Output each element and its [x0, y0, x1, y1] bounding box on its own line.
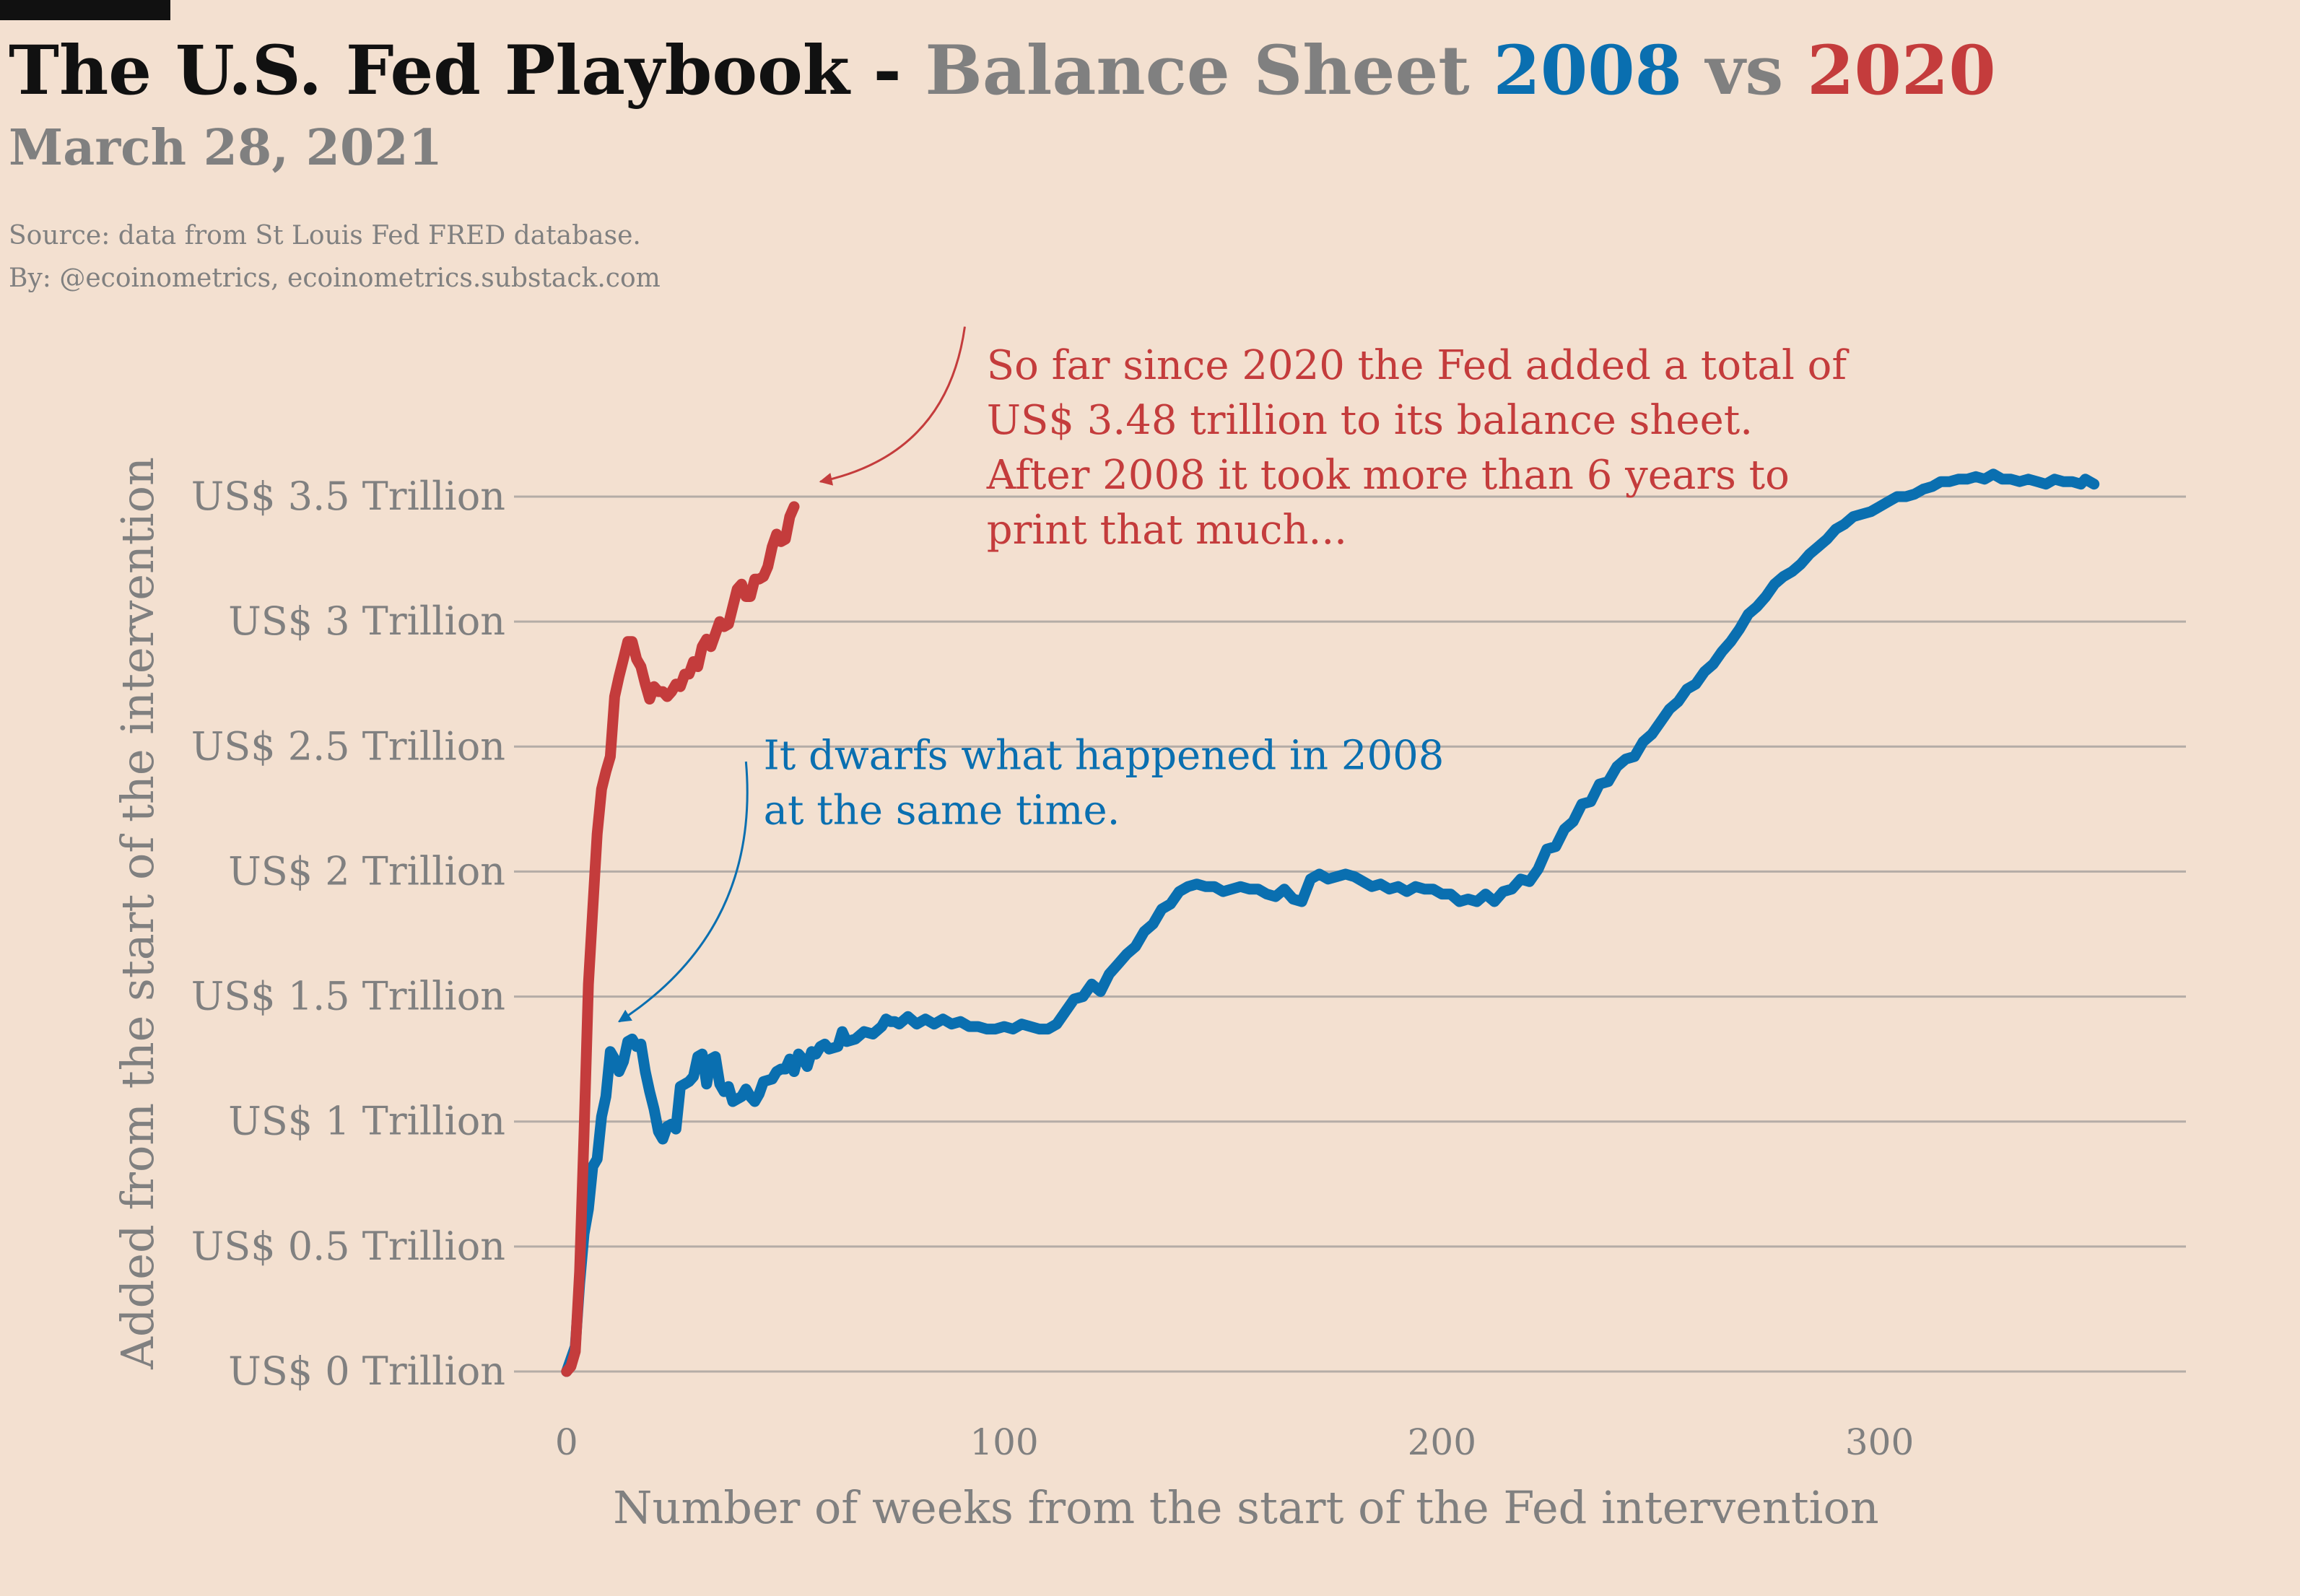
- x-tick-label: 0: [555, 1421, 578, 1463]
- y-tick-label: US$ 1.5 Trillion: [191, 974, 505, 1019]
- x-tick-label: 200: [1408, 1421, 1476, 1463]
- annotation-2008-text: It dwarfs what happened in 2008 at the sa…: [764, 732, 1445, 834]
- title-part-2020: 2020: [1807, 31, 1996, 110]
- title-part-vs: vs: [1682, 31, 1808, 110]
- y-tick-label: US$ 3.5 Trillion: [191, 474, 505, 519]
- annotation-line: at the same time.: [764, 787, 1120, 834]
- y-tick-label: US$ 0 Trillion: [228, 1348, 505, 1394]
- x-tick-label: 300: [1845, 1421, 1914, 1463]
- corner-accent-bar: [0, 0, 170, 20]
- y-axis-tick-labels: US$ 0 Trillion US$ 0.5 Trillion US$ 1 Tril…: [191, 474, 505, 1394]
- y-tick-label: US$ 3 Trillion: [228, 598, 505, 644]
- chart-subtitle: March 28, 2021: [9, 119, 443, 177]
- data-series: [561, 468, 2100, 1377]
- source-line: Source: data from St Louis Fed FRED data…: [9, 221, 641, 250]
- title-part-balance-sheet: Balance Sheet: [925, 31, 1494, 110]
- annotation-arrow: [617, 761, 749, 1023]
- chart-title: The U.S. Fed Playbook - Balance Sheet 20…: [9, 27, 1996, 114]
- annotation-2020-text: So far since 2020 the Fed added a total …: [986, 342, 1850, 554]
- y-tick-label: US$ 2.5 Trillion: [191, 723, 505, 769]
- series-line-2008: [561, 468, 2100, 1377]
- annotation-line: After 2008 it took more than 6 years to: [986, 452, 1790, 499]
- annotation-line: print that much...: [987, 507, 1347, 554]
- y-tick-label: US$ 0.5 Trillion: [191, 1224, 505, 1269]
- title-part-2008: 2008: [1493, 31, 1683, 110]
- x-axis-tick-labels: 0 100 200 300: [555, 1421, 1914, 1463]
- annotation-line: US$ 3.48 trillion to its balance sheet.: [987, 397, 1753, 444]
- series-line-2020: [561, 501, 800, 1377]
- y-tick-label: US$ 1 Trillion: [228, 1099, 505, 1144]
- annotation-line: It dwarfs what happened in 2008: [764, 732, 1445, 779]
- byline: By: @ecoinometrics, ecoinometrics.substa…: [9, 263, 661, 293]
- title-part-playbook: The U.S. Fed Playbook -: [9, 31, 925, 110]
- annotations: So far since 2020 the Fed added a total …: [617, 326, 1850, 1023]
- annotation-arrow: [819, 326, 966, 486]
- x-tick-label: 100: [970, 1421, 1038, 1463]
- y-axis-label: Added from the start of the intervention: [111, 457, 164, 1370]
- x-axis-label: Number of weeks from the start of the Fe…: [613, 1481, 1878, 1534]
- y-tick-label: US$ 2 Trillion: [228, 848, 505, 894]
- gridlines: [514, 495, 2186, 1373]
- annotation-line: So far since 2020 the Fed added a total …: [987, 342, 1850, 389]
